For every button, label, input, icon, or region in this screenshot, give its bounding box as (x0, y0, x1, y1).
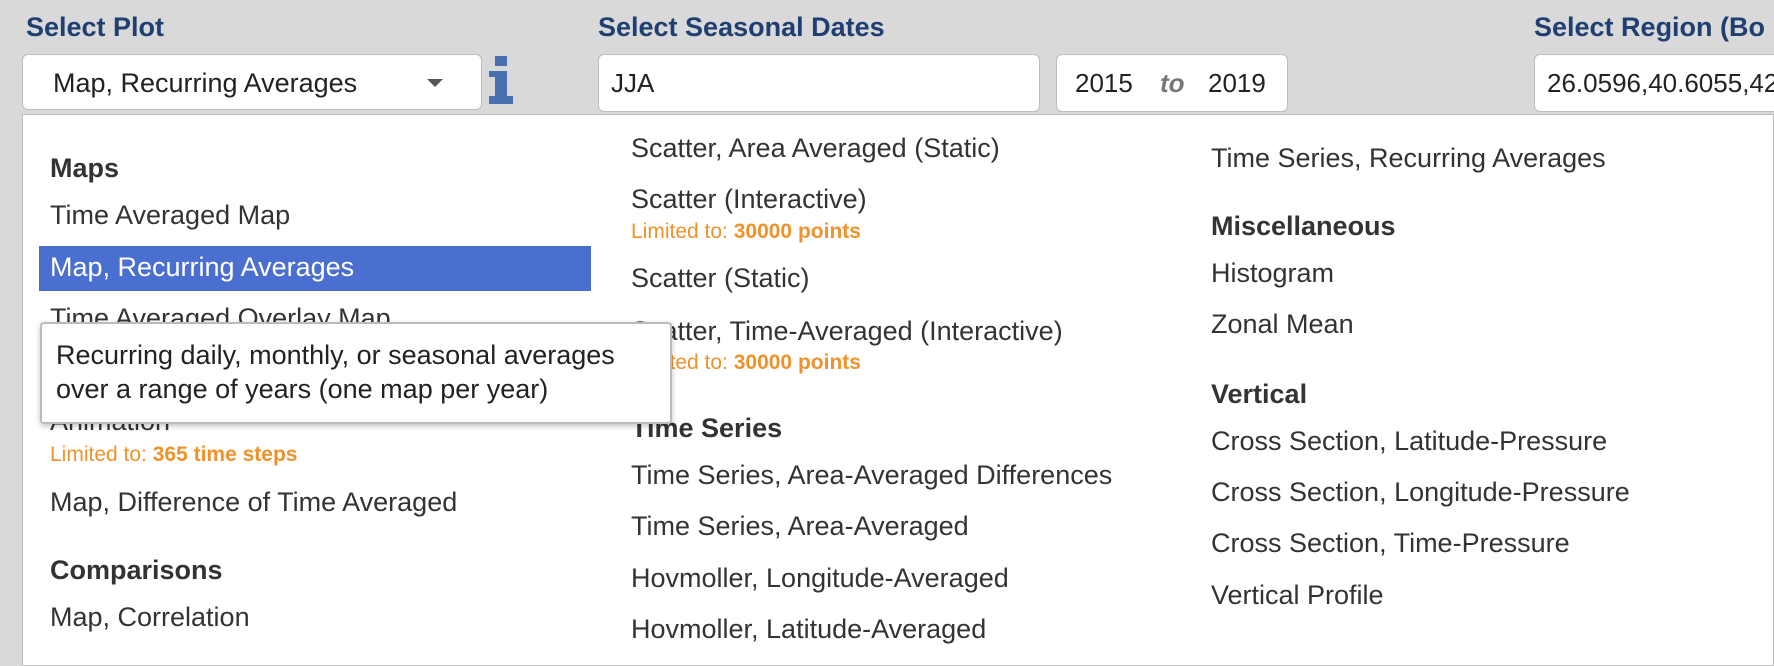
menu-item-cross-section-lat-pressure[interactable]: Cross Section, Latitude-Pressure (1211, 426, 1608, 456)
select-region-label: Select Region (Bo (1534, 12, 1766, 42)
menu-item-map-correlation[interactable]: Map, Correlation (50, 602, 250, 632)
menu-item-scatter-time-averaged[interactable]: Scatter, Time-Averaged (Interactive) (631, 316, 1063, 346)
menu-item-zonal-mean[interactable]: Zonal Mean (1211, 309, 1354, 339)
menu-item-map-recurring-averages[interactable]: Map, Recurring Averages (39, 246, 591, 291)
group-heading-comparisons: Comparisons (50, 555, 223, 585)
scatter-interactive-limit-note: Limited to: 30000 points (631, 220, 861, 243)
year-start[interactable]: 2015 (1075, 68, 1133, 98)
plot-select[interactable]: Map, Recurring Averages (22, 54, 482, 110)
menu-item-hovmoller-latitude[interactable]: Hovmoller, Latitude-Averaged (631, 614, 987, 644)
animation-limit-note: Limited to: 365 time steps (50, 443, 298, 466)
menu-item-ts-area-averaged-differences[interactable]: Time Series, Area-Averaged Differences (631, 460, 1113, 490)
group-heading-vertical: Vertical (1211, 379, 1308, 409)
menu-item-scatter-area-averaged-static[interactable]: Scatter, Area Averaged (Static) (631, 133, 1000, 163)
tooltip-line-1: Recurring daily, monthly, or seasonal av… (56, 340, 615, 370)
menu-item-histogram[interactable]: Histogram (1211, 258, 1335, 288)
year-range-input[interactable]: 2015 to 2019 (1056, 54, 1288, 112)
chevron-down-icon (427, 79, 443, 87)
menu-item-label: Map, Recurring Averages (50, 252, 355, 282)
region-input[interactable]: 26.0596,40.6055,42 (1534, 54, 1774, 112)
region-input-value: 26.0596,40.6055,42 (1547, 68, 1774, 98)
year-end[interactable]: 2019 (1208, 68, 1266, 98)
menu-item-map-difference[interactable]: Map, Difference of Time Averaged (50, 487, 458, 517)
group-heading-maps: Maps (50, 153, 120, 183)
menu-item-scatter-static[interactable]: Scatter (Static) (631, 263, 810, 293)
menu-item-scatter-interactive[interactable]: Scatter (Interactive) (631, 184, 867, 214)
tooltip-line-2: over a range of years (one map per year) (56, 374, 549, 404)
group-heading-miscellaneous: Miscellaneous (1211, 211, 1396, 241)
plot-description-tooltip: Recurring daily, monthly, or seasonal av… (40, 322, 672, 424)
menu-item-ts-area-averaged[interactable]: Time Series, Area-Averaged (631, 511, 969, 541)
year-range-to-text: to (1160, 68, 1185, 98)
menu-item-vertical-profile[interactable]: Vertical Profile (1211, 580, 1384, 610)
menu-item-cross-section-lon-pressure[interactable]: Cross Section, Longitude-Pressure (1211, 477, 1630, 507)
select-seasonal-dates-label: Select Seasonal Dates (598, 12, 885, 42)
menu-item-cross-section-time-pressure[interactable]: Cross Section, Time-Pressure (1211, 528, 1570, 558)
menu-item-ts-recurring-averages[interactable]: Time Series, Recurring Averages (1211, 143, 1606, 173)
info-icon[interactable] (487, 56, 515, 106)
season-input[interactable]: JJA (598, 54, 1040, 112)
season-input-value: JJA (611, 68, 655, 98)
menu-item-hovmoller-longitude[interactable]: Hovmoller, Longitude-Averaged (631, 563, 1009, 593)
select-plot-label: Select Plot (26, 12, 165, 42)
plot-select-value: Map, Recurring Averages (53, 68, 358, 98)
menu-item-time-averaged-map[interactable]: Time Averaged Map (50, 200, 291, 230)
